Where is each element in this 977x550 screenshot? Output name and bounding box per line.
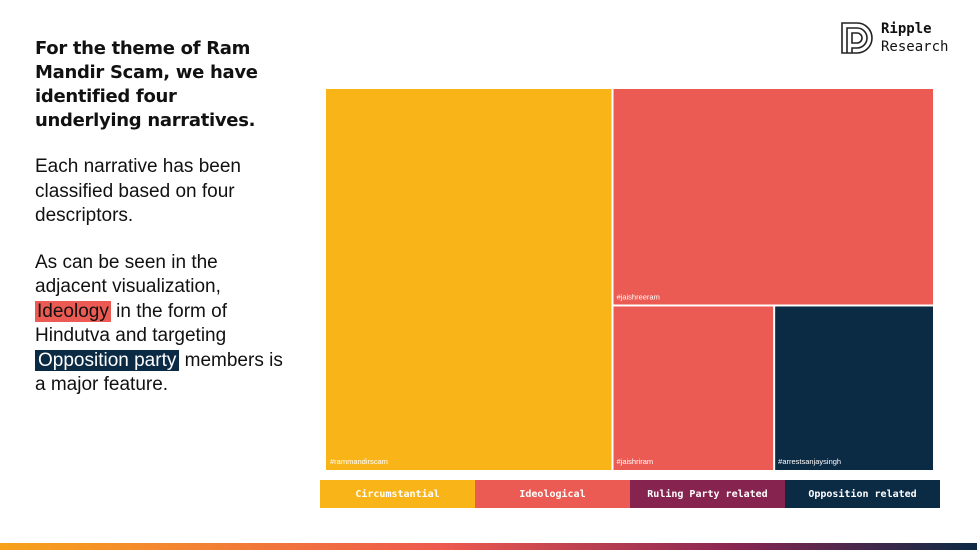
treemap-tile-label-2: #jaishriram	[617, 457, 654, 466]
paragraph-text-2: in the form of Hindutva and targeting	[35, 300, 228, 347]
treemap-tile-2	[613, 306, 774, 470]
narrative-treemap: #rammandirscam #jaishreeram #jaishriram #ar…	[326, 89, 933, 470]
legend-item-0: Circumstantial	[320, 480, 475, 508]
legend-item-3: Opposition related	[785, 480, 940, 508]
logo-text-ripple: Ripple	[881, 21, 932, 37]
treemap-tile-label-0: #rammandirscam	[330, 457, 388, 466]
visualization-paragraph: As can be seen in the adjacent visualiza…	[35, 251, 285, 398]
treemap-tile-0	[326, 89, 612, 470]
opposition-party-highlight: Opposition party	[35, 349, 180, 371]
ripple-logo-icon	[841, 22, 873, 54]
narrative-description: For the theme of Ram Mandir Scam, we hav…	[35, 37, 285, 398]
treemap-tile-3	[775, 306, 933, 470]
treemap-legend: Circumstantial Ideological Ruling Party re…	[320, 480, 940, 508]
page-heading: For the theme of Ram Mandir Scam, we hav…	[35, 38, 258, 131]
descriptor-paragraph: Each narrative has been classified based…	[35, 156, 241, 226]
treemap-tile-label-3: #arrestsanjaysingh	[778, 457, 841, 466]
treemap-tile-1	[613, 89, 933, 305]
logo-text-research: Research	[881, 39, 949, 55]
treemap-svg: #rammandirscam #jaishreeram #jaishriram #ar…	[326, 89, 933, 470]
bottom-gradient-bar	[0, 543, 977, 550]
paragraph-text-1: As can be seen in the adjacent visualiza…	[35, 251, 221, 298]
ripple-research-logo: Ripple Research	[840, 20, 948, 56]
legend-item-1: Ideological	[475, 480, 630, 508]
ideology-highlight: Ideology	[35, 300, 111, 322]
treemap-tile-label-1: #jaishreeram	[617, 292, 660, 301]
paragraph-text-3: members is a major feature.	[35, 349, 283, 396]
legend-item-2: Ruling Party related	[630, 480, 785, 508]
